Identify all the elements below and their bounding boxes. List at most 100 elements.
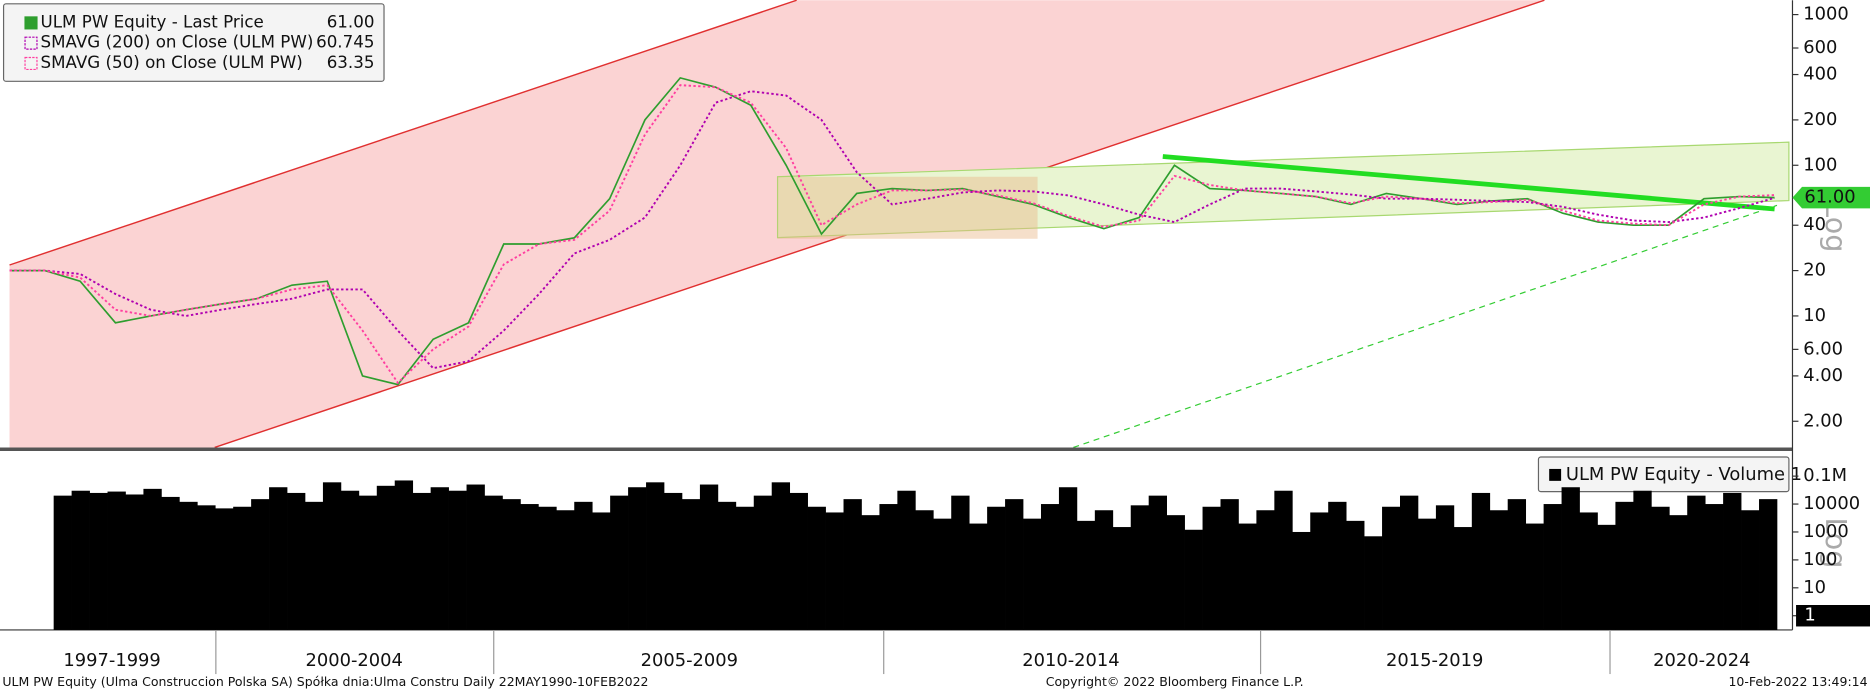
- legend-label: SMAVG (50) on Close (ULM PW): [41, 53, 303, 72]
- volume-bar: [807, 506, 826, 630]
- orange-box: [777, 176, 1038, 239]
- volume-bar: [1579, 512, 1598, 630]
- price-line: [9, 90, 1775, 370]
- volume-bar: [502, 499, 521, 630]
- volume-bar: [933, 518, 952, 630]
- volume-bar: [340, 490, 360, 630]
- volume-bar: [646, 482, 665, 630]
- y-tick-label: 2.00: [1803, 410, 1843, 431]
- volume-bar: [1076, 520, 1096, 630]
- volume-bar: [969, 523, 988, 630]
- volume-bar: [1669, 515, 1688, 630]
- volume-bar: [1130, 505, 1150, 630]
- volume-bar: [466, 484, 485, 630]
- red-channel-upper: [9, 0, 797, 266]
- volume-bar: [107, 491, 126, 630]
- footer-left: ULM PW Equity (Ulma Construccion Polska …: [2, 674, 648, 689]
- volume-bar: [1400, 495, 1419, 630]
- volume-bar: [1597, 524, 1616, 630]
- x-period-label: 2015-2019: [1386, 650, 1483, 671]
- volume-bar: [1220, 499, 1239, 630]
- x-period-label: 2000-2004: [305, 650, 402, 671]
- volume-bar: [1094, 510, 1114, 630]
- y-tick-label: 10000: [1803, 493, 1860, 514]
- y-tick-label: 600: [1803, 37, 1837, 58]
- volume-tag-label: 1: [1804, 605, 1815, 626]
- volume-bar: [628, 487, 647, 630]
- volume-bar: [269, 487, 288, 630]
- volume-bar: [861, 515, 880, 630]
- period-separators: [215, 629, 1611, 675]
- volume-bar: [1561, 487, 1580, 630]
- y-tick-label: 0.1M: [1803, 465, 1847, 486]
- volume-bar: [251, 499, 270, 630]
- volume-bar: [1435, 505, 1455, 630]
- volume-bar: [1633, 490, 1652, 630]
- volume-bar: [358, 495, 378, 630]
- volume-bar: [825, 512, 844, 630]
- volume-bar: [1723, 492, 1742, 630]
- volume-bar: [699, 484, 719, 630]
- volume-bar: [1364, 536, 1383, 630]
- volume-bar: [430, 487, 449, 630]
- volume-bar: [161, 496, 180, 630]
- legend-value: 63.35: [327, 53, 375, 72]
- legend-value: 61.00: [327, 12, 375, 31]
- volume-bar: [1005, 499, 1024, 630]
- price-tag-label: 61.00: [1804, 187, 1855, 208]
- volume-bar: [143, 488, 162, 630]
- volume-bar: [574, 501, 593, 630]
- volume-bar: [1238, 523, 1257, 630]
- volume-bar: [1184, 529, 1203, 630]
- volume-bar: [53, 495, 72, 630]
- y-tick-label: 40: [1803, 214, 1826, 235]
- volume-bar: [1274, 490, 1293, 630]
- volume-bar: [376, 485, 396, 630]
- green-channel: [776, 141, 1790, 239]
- volume-bar: [1310, 512, 1329, 630]
- x-period-label: 2010-2014: [1022, 650, 1119, 671]
- volume-tag: [1796, 605, 1870, 627]
- volume-bar: [951, 495, 970, 630]
- y-tick-label: 10: [1803, 577, 1826, 598]
- trend-line: [1162, 154, 1775, 212]
- volume-bar: [610, 495, 629, 630]
- legend-swatch: [24, 16, 38, 30]
- legend-swatch: [24, 36, 38, 50]
- volume-bar: [897, 490, 916, 630]
- y-tick-label: 6.00: [1803, 338, 1843, 359]
- volume-legend-label: ULM PW Equity - Volume 1: [1566, 464, 1802, 485]
- volume-bar: [1705, 504, 1724, 630]
- volume-bar: [735, 506, 755, 630]
- volume-bar: [179, 501, 198, 630]
- y-tick-label: 4.00: [1803, 365, 1843, 386]
- volume-bar: [1741, 510, 1760, 630]
- volume-bar: [71, 490, 90, 630]
- volume-bar: [1759, 499, 1778, 630]
- volume-bar: [1023, 518, 1042, 630]
- volume-bar: [879, 504, 898, 630]
- volume-bar: [1543, 504, 1562, 630]
- price-tag: [1792, 186, 1870, 209]
- volume-legend-box: [1537, 456, 1790, 493]
- volume-bar: [556, 510, 575, 630]
- volume-bar: [304, 501, 324, 630]
- y-tick-label: 100: [1803, 549, 1837, 570]
- volume-bar: [448, 490, 467, 630]
- volume-bar: [1166, 515, 1185, 630]
- volume-bar: [322, 482, 342, 630]
- volume-bar: [1058, 487, 1078, 630]
- x-period-label: 1997-1999: [63, 650, 160, 671]
- y-tick-label: 400: [1803, 64, 1837, 85]
- y-tick-label: 200: [1803, 109, 1837, 130]
- volume-bar: [1382, 506, 1401, 630]
- volume-bar: [753, 495, 773, 630]
- y-tick-label: 10: [1803, 305, 1826, 326]
- y-tick-label: 20: [1803, 260, 1826, 281]
- volume-bar: [1525, 523, 1544, 630]
- y-tick-label: 1000: [1803, 4, 1849, 25]
- volume-bar: [1112, 527, 1132, 630]
- volume-bar: [717, 501, 737, 630]
- footer-center: Copyright© 2022 Bloomberg Finance L.P.: [1046, 674, 1304, 689]
